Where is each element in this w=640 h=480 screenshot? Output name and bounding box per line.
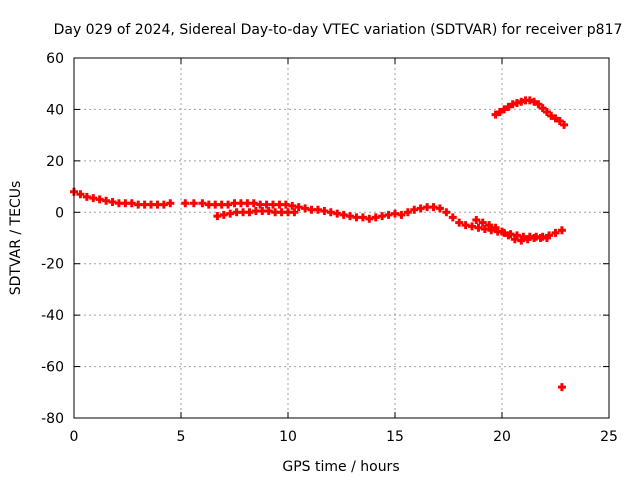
data-point [491, 223, 500, 232]
data-point [495, 108, 504, 116]
data-point [478, 218, 487, 227]
grid [74, 58, 609, 418]
data-point [166, 199, 175, 208]
data-point [435, 204, 444, 213]
axis-ticks: 0 5 10 15 20 25 -80 -60 -40 -20 0 20 40 60 [41, 51, 618, 445]
data-point [557, 383, 566, 392]
data-point [181, 199, 190, 208]
x-tick-label: 0 [70, 429, 79, 445]
data-point [551, 114, 560, 123]
data-point [448, 213, 457, 222]
data-point [76, 190, 85, 199]
y-tick-label: -20 [41, 257, 64, 273]
series-lower-branch [213, 207, 551, 245]
x-tick-label: 10 [279, 429, 297, 445]
data-point [547, 111, 556, 120]
y-tick-label: 20 [46, 154, 64, 170]
x-tick-label: 20 [493, 429, 511, 445]
y-tick-label: -60 [41, 360, 64, 376]
series-outlier [557, 383, 566, 392]
data-point [560, 120, 569, 129]
y-tick-label: -80 [41, 411, 64, 427]
data-point [504, 231, 513, 240]
data-point [557, 226, 566, 235]
y-tick-label: 0 [55, 205, 64, 221]
data-point [504, 102, 513, 111]
y-tick-label: 40 [46, 102, 64, 118]
y-axis-label: SDTVAR / TECUs [8, 181, 24, 296]
data-point [530, 97, 539, 106]
y-tick-label: 60 [46, 51, 64, 67]
y-tick-label: -40 [41, 308, 64, 324]
x-axis-label: GPS time / hours [282, 459, 399, 475]
data-point [485, 221, 494, 230]
data-point [472, 216, 481, 224]
data-point [500, 105, 509, 114]
x-tick-label: 5 [177, 429, 186, 445]
data-point [491, 110, 500, 119]
chart-title: Day 029 of 2024, Sidereal Day-to-day VTE… [54, 22, 623, 38]
series-upper-arc [491, 96, 569, 129]
data-point [542, 108, 551, 116]
data-points [70, 96, 569, 392]
x-tick-label: 25 [600, 429, 618, 445]
data-point [455, 218, 464, 227]
data-point [551, 228, 560, 237]
series-main-trace [70, 187, 566, 241]
data-point [403, 208, 412, 217]
data-point [189, 199, 198, 208]
x-tick-label: 15 [386, 429, 404, 445]
plot-frame [73, 57, 610, 419]
data-point [555, 117, 564, 125]
data-point [397, 210, 406, 219]
data-point [542, 234, 551, 242]
data-point [498, 227, 506, 236]
data-point [442, 208, 451, 217]
data-point [538, 104, 547, 113]
data-point [290, 208, 299, 217]
data-point [534, 100, 543, 109]
